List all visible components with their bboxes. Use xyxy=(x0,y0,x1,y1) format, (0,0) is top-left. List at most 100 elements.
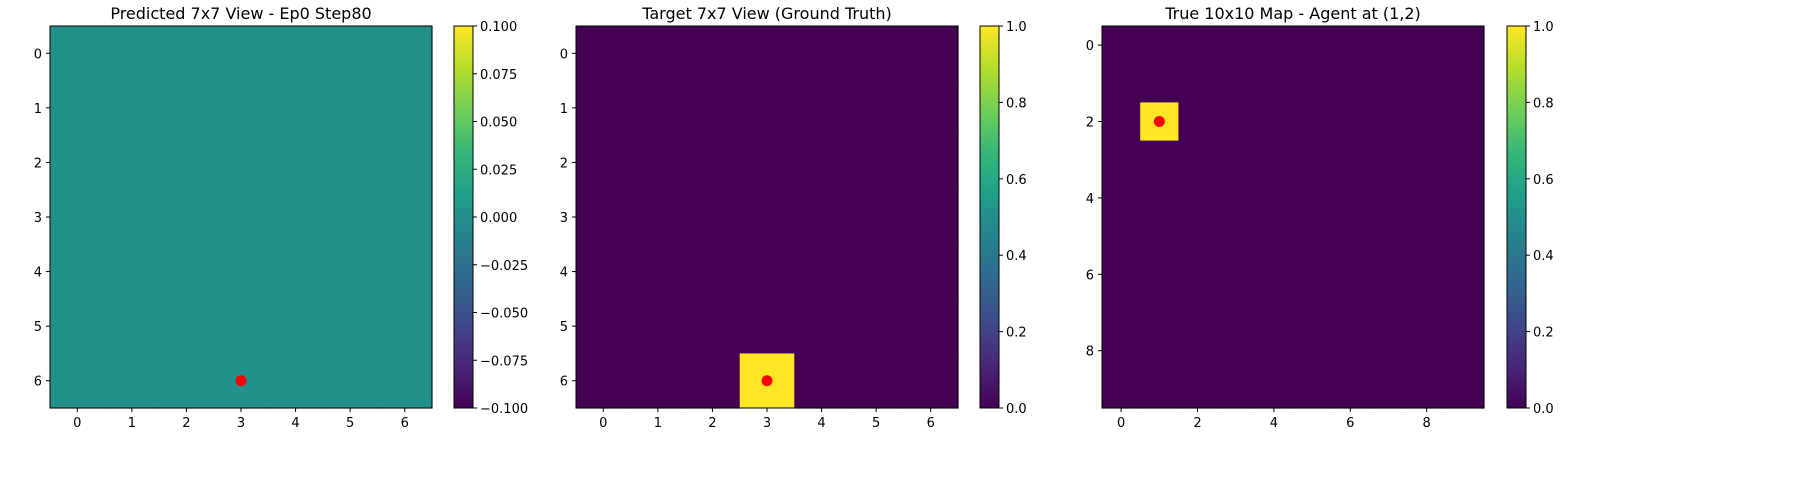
x-tick-label: 0 xyxy=(73,416,81,431)
heatmap-cell xyxy=(213,26,269,82)
heatmap-cell xyxy=(630,353,686,409)
heatmap-cell xyxy=(1331,178,1370,218)
heatmap-cell xyxy=(576,298,632,355)
heatmap-cell xyxy=(159,353,215,409)
colorbar-tick-label: 0.100 xyxy=(480,20,517,35)
heatmap-cell xyxy=(1140,331,1179,371)
heatmap-cell xyxy=(1407,64,1447,103)
heatmap-cell xyxy=(1254,293,1294,333)
x-tick-label: 4 xyxy=(1270,416,1278,431)
heatmap-cell xyxy=(848,135,905,191)
heatmap-cell xyxy=(1102,140,1141,180)
heatmap-cell xyxy=(377,353,433,409)
heatmap-cell xyxy=(1178,369,1218,409)
y-tick-label: 4 xyxy=(34,266,42,281)
heatmap-cell xyxy=(1293,217,1332,256)
heatmap-cell xyxy=(377,26,433,82)
heatmap-cell xyxy=(104,353,160,409)
heatmap-cell xyxy=(1216,26,1256,65)
heatmap-cell xyxy=(903,353,959,409)
heatmap-cell xyxy=(576,80,632,136)
colorbar-tick-label: 0.0 xyxy=(1006,402,1027,417)
heatmap-cell xyxy=(1293,140,1332,180)
heatmap-cell xyxy=(50,80,106,136)
heatmap-cell xyxy=(1369,140,1409,180)
heatmap-cell xyxy=(104,135,160,191)
x-tick-label: 3 xyxy=(237,416,245,431)
y-tick-label: 6 xyxy=(34,375,42,390)
y-tick-label: 4 xyxy=(560,266,568,281)
heatmap-cell xyxy=(794,298,850,355)
x-tick-label: 1 xyxy=(128,416,136,431)
heatmap-cell xyxy=(1178,331,1218,371)
heatmap-cell xyxy=(685,244,741,300)
heatmap-cell xyxy=(739,80,795,136)
y-tick-label: 0 xyxy=(34,47,42,62)
heatmap-cell xyxy=(322,26,379,82)
heatmap-cell xyxy=(322,244,379,300)
heatmap-cell xyxy=(1102,217,1141,256)
heatmap-cell xyxy=(159,80,215,136)
colorbar-tick-label: −0.075 xyxy=(480,354,528,369)
heatmap-cell xyxy=(213,298,269,355)
y-tick-label: 5 xyxy=(560,320,568,335)
colorbar-tick-label: 0.2 xyxy=(1006,326,1027,341)
colorbar-tick-label: 1.0 xyxy=(1006,20,1027,35)
heatmap-cell xyxy=(104,298,160,355)
heatmap-cell xyxy=(1445,331,1485,371)
heatmap-cell xyxy=(685,26,741,82)
heatmap-cell xyxy=(1140,369,1179,409)
heatmap-cell xyxy=(630,80,686,136)
y-tick-label: 3 xyxy=(560,211,568,226)
heatmap-cell xyxy=(213,244,269,300)
heatmap-cell xyxy=(1369,331,1409,371)
heatmap-cell xyxy=(1216,140,1256,180)
heatmap-cell xyxy=(1407,178,1447,218)
heatmap-cell xyxy=(1178,255,1218,294)
heatmap-cell xyxy=(1369,369,1409,409)
heatmap-cell xyxy=(1102,178,1141,218)
heatmap-cell xyxy=(104,189,160,245)
heatmap-cell xyxy=(1140,26,1179,65)
heatmap-cell xyxy=(1216,293,1256,333)
y-tick-label: 5 xyxy=(34,320,42,335)
heatmap-cell xyxy=(794,353,850,409)
heatmap-cell xyxy=(1178,26,1218,65)
heatmap-cell xyxy=(1369,255,1409,294)
y-tick-label: 0 xyxy=(560,47,568,62)
heatmap-cell xyxy=(1369,293,1409,333)
heatmap-cell xyxy=(322,298,379,355)
colorbar-tick-label: 0.0 xyxy=(1533,402,1554,417)
y-tick-label: 6 xyxy=(560,375,568,390)
heatmap-cell xyxy=(1102,255,1141,294)
heatmap-cell xyxy=(903,80,959,136)
colorbar-tick-label: −0.100 xyxy=(480,402,528,417)
heatmap-cell xyxy=(739,135,795,191)
heatmap-cell xyxy=(1140,255,1179,294)
heatmap-cell xyxy=(268,135,324,191)
heatmap-cell xyxy=(213,135,269,191)
heatmap-cell xyxy=(159,135,215,191)
heatmap-cell xyxy=(1140,64,1179,103)
heatmap-cell xyxy=(794,135,850,191)
heatmap-cell xyxy=(1407,293,1447,333)
heatmap-cell xyxy=(848,80,905,136)
heatmap-cell xyxy=(1102,331,1141,371)
colorbar-tick-label: 0.8 xyxy=(1006,96,1027,111)
heatmap-cell xyxy=(268,189,324,245)
heatmap-cell xyxy=(685,353,741,409)
agent-marker xyxy=(235,375,247,387)
heatmap-cell xyxy=(322,353,379,409)
heatmap-cell xyxy=(739,244,795,300)
colorbar-tick-label: 0.000 xyxy=(480,211,517,226)
y-tick-label: 2 xyxy=(560,156,568,171)
heatmap-cell xyxy=(104,244,160,300)
heatmap-cell xyxy=(268,26,324,82)
heatmap-cell xyxy=(213,80,269,136)
heatmap-cell xyxy=(377,135,433,191)
heatmap-cell xyxy=(1102,102,1141,142)
colorbar-tick-label: 0.6 xyxy=(1006,173,1027,188)
colorbar-0 xyxy=(453,25,474,409)
heatmap-cell xyxy=(1293,255,1332,294)
heatmap-cell xyxy=(1254,217,1294,256)
